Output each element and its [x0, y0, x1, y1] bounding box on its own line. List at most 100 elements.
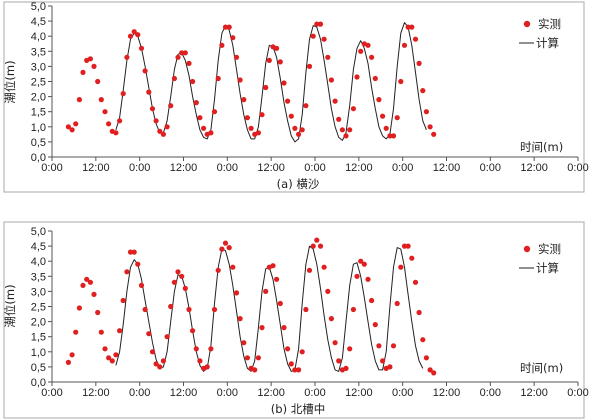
measured-point — [190, 78, 196, 85]
y-tick-label: 3,5 — [31, 271, 46, 283]
measured-point — [146, 331, 152, 337]
measured-point — [76, 305, 82, 311]
measured-point — [113, 130, 119, 136]
measured-point — [73, 121, 79, 127]
measured-point — [303, 306, 309, 313]
measured-point — [164, 334, 170, 340]
panel-a-hengsha: 潮位(m) 0,00,51,01,52,02,53,03,54,04,55,0 … — [3, 1, 589, 193]
y-tick-label: 5,0 — [31, 226, 46, 238]
measured-point — [259, 325, 265, 331]
y-tick-label: 2,5 — [31, 302, 46, 314]
measured-point — [288, 113, 294, 119]
x-tick-label: 12:00 — [520, 162, 548, 174]
measured-point — [179, 50, 185, 56]
measured-point — [281, 325, 287, 331]
measured-point — [281, 80, 287, 86]
y-tick-label: 1,5 — [31, 107, 46, 119]
measured-point — [241, 97, 247, 103]
y-axis-label: 潮位(m) — [3, 284, 17, 327]
measured-point — [164, 124, 170, 130]
x-tick-label: 12:00 — [345, 387, 373, 399]
y-tick-label: 3,0 — [31, 286, 46, 298]
measured-point — [197, 115, 203, 121]
measured-point — [339, 127, 345, 133]
measured-point — [106, 355, 112, 361]
measured-point — [277, 300, 283, 307]
measured-point — [193, 100, 199, 106]
axes — [51, 6, 578, 158]
legend-computed-label: 计算 — [536, 36, 559, 50]
measured-point — [168, 303, 174, 310]
measured-point — [361, 261, 367, 267]
x-tick-labels: 0:00 12:00 0:00 12:00 0:00 12:00 0:00 12:00 0:00… — [41, 382, 589, 399]
measured-point — [263, 288, 269, 294]
measured-point — [285, 346, 291, 352]
measured-point — [376, 97, 382, 103]
y-tick-label: 0,0 — [31, 377, 46, 389]
measured-point — [222, 240, 229, 246]
legend-measured-label: 实测 — [538, 242, 561, 256]
measured-point — [69, 127, 75, 133]
measured-point — [328, 77, 334, 83]
measured-point — [230, 35, 236, 41]
measured-point — [127, 33, 134, 39]
x-tick-label: 0:00 — [567, 387, 588, 399]
measured-point — [142, 68, 148, 74]
measured-point — [233, 54, 240, 60]
legend-measured-label: 实测 — [538, 17, 561, 31]
measured-series — [65, 21, 437, 139]
measured-point — [394, 300, 400, 307]
measured-point — [168, 103, 174, 109]
measured-point — [343, 133, 349, 139]
measured-point — [160, 131, 166, 137]
measured-point — [208, 130, 214, 136]
y-tick-label: 1,0 — [31, 347, 46, 359]
measured-point — [354, 273, 360, 279]
measured-point — [405, 243, 411, 249]
measured-point — [95, 78, 101, 85]
x-tick-label: 0:00 — [129, 387, 150, 399]
measured-point — [98, 329, 104, 335]
measured-point — [138, 45, 145, 51]
measured-point — [131, 29, 137, 35]
y-tick-label: 1,0 — [31, 122, 46, 134]
measured-point — [285, 98, 291, 104]
measured-point — [317, 21, 324, 27]
measured-point — [299, 349, 305, 355]
x-tick-label: 0:00 — [304, 162, 325, 174]
x-tick-label: 0:00 — [129, 162, 150, 174]
measured-point — [219, 246, 225, 252]
measured-point — [102, 109, 108, 115]
y-tick-label: 3,0 — [31, 61, 46, 73]
measured-point — [263, 84, 269, 91]
measured-point — [427, 124, 433, 130]
y-tick-label: 3,5 — [31, 46, 46, 58]
measured-point — [409, 255, 415, 261]
measured-point — [91, 63, 97, 69]
y-tick-label: 4,0 — [31, 31, 46, 43]
y-tick-labels: 0,0 0,5 1,0 1,5 2,0 2,5 3,0 3,5 4,0 4,5 5,0 — [31, 1, 52, 164]
legend-measured-marker — [523, 20, 531, 28]
measured-point — [241, 340, 247, 346]
measured-point — [372, 322, 378, 328]
panel-b-beicaozhong: 潮位(m) 0,00,51,01,52,02,53,03,54,04,55,0 … — [3, 221, 589, 419]
measured-point — [310, 243, 316, 249]
measured-point — [288, 361, 294, 367]
measured-point — [237, 77, 243, 83]
measured-point — [380, 358, 386, 364]
measured-point — [120, 91, 126, 97]
measured-point — [314, 21, 320, 27]
x-tick-label: 0:00 — [304, 387, 325, 399]
measured-point — [157, 364, 163, 370]
legend-computed-label: 计算 — [536, 261, 559, 275]
measured-point — [230, 264, 236, 270]
x-tick-label: 12:00 — [520, 387, 548, 399]
x-tick-label: 12:00 — [433, 387, 461, 399]
measured-point — [277, 59, 283, 65]
y-tick-label: 0,5 — [31, 137, 46, 149]
measured-point — [401, 243, 408, 249]
measured-point — [387, 133, 393, 139]
measured-point — [65, 359, 71, 365]
measured-point — [390, 133, 397, 139]
measured-point — [358, 258, 364, 264]
